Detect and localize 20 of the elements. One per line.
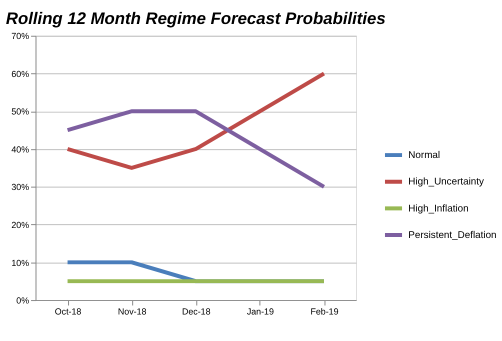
y-tick-label: 70% bbox=[11, 31, 30, 42]
y-tick-label: 30% bbox=[11, 182, 30, 192]
legend-label: Persistent_Deflation bbox=[408, 230, 497, 241]
x-tick-label: Nov-18 bbox=[118, 306, 147, 316]
legend-label: High_Uncertainty bbox=[408, 176, 484, 188]
y-tick-label: 20% bbox=[11, 220, 30, 230]
y-tick-label: 0% bbox=[16, 296, 30, 306]
y-tick-label: 50% bbox=[11, 106, 30, 117]
legend-label: High_Inflation bbox=[408, 203, 469, 214]
y-tick-label: 10% bbox=[11, 258, 30, 268]
x-tick-label: Oct-18 bbox=[54, 306, 82, 316]
line-series bbox=[66, 72, 326, 170]
y-tick-label: 40% bbox=[11, 144, 30, 154]
y-tick-label: 60% bbox=[11, 68, 30, 79]
x-tick-label: Dec-18 bbox=[182, 306, 211, 316]
chart-title: Rolling 12 Month Regime Forecast Probabilities bbox=[6, 8, 386, 28]
legend-label: Normal bbox=[408, 150, 440, 162]
x-tick-label: Jan-19 bbox=[246, 306, 274, 316]
line-series bbox=[66, 109, 326, 189]
x-tick-label: Feb-19 bbox=[310, 306, 339, 316]
